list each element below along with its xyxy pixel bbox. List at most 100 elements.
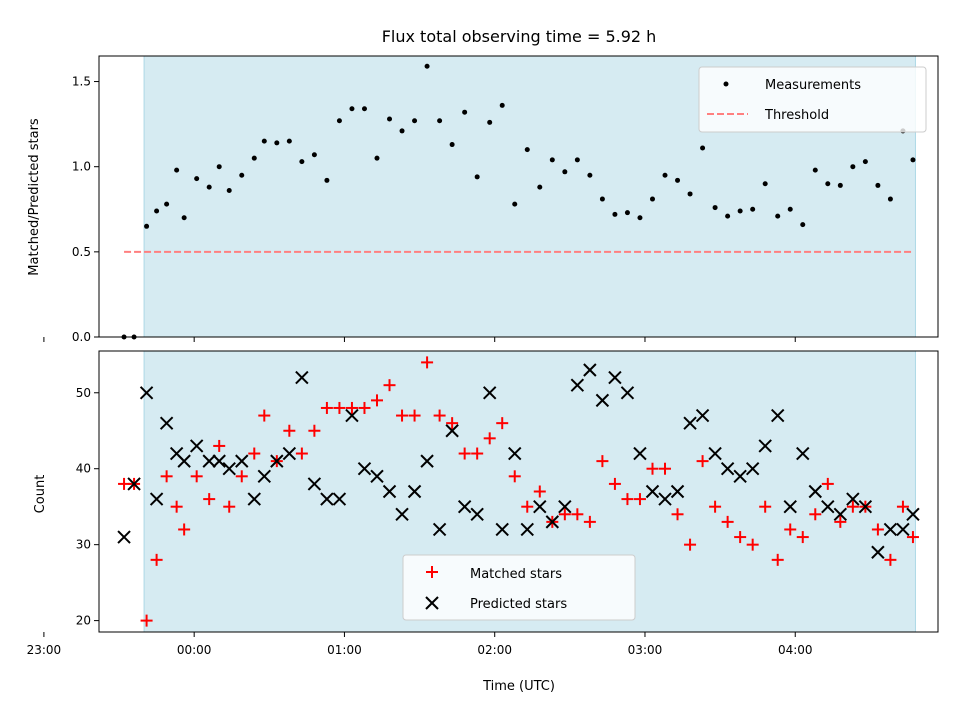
top-legend-box <box>698 66 927 133</box>
y-tick-label: 50 <box>76 386 91 400</box>
measurement-point <box>725 213 731 219</box>
top-ticks: 0.0 0.5 1.0 1.5 <box>43 75 796 344</box>
measurement-point <box>875 182 881 188</box>
matched-star-point <box>496 417 509 430</box>
matched-star-point <box>258 409 271 422</box>
bottom-marks <box>117 356 920 627</box>
matched-star-point <box>345 401 358 414</box>
predicted-star-point <box>332 492 347 506</box>
measurement-point <box>311 152 317 158</box>
predicted-star-point <box>159 416 174 430</box>
predicted-star-point <box>645 484 660 499</box>
predicted-star-point <box>282 446 297 461</box>
predicted-star-point <box>595 393 610 408</box>
bottom-legend-box <box>402 554 636 621</box>
predicted-star-point <box>457 499 472 514</box>
measurement-point <box>712 205 718 211</box>
matched-star-point <box>884 553 897 566</box>
measurement-point <box>649 196 655 202</box>
predicted-star-point <box>420 454 434 468</box>
matched-star-point <box>421 356 434 369</box>
matched-star-point <box>646 462 659 475</box>
predicted-star-point <box>149 492 164 506</box>
measurement-point <box>462 109 468 115</box>
measurement-point <box>524 147 530 153</box>
top-panel: 0.0 0.5 1.0 1.5 Matched/Predicted stars Mea… <box>27 55 939 344</box>
top-plot-frame <box>98 55 939 338</box>
predicted-star-point <box>808 484 822 499</box>
matched-star-point <box>203 493 216 506</box>
measurement-point <box>261 138 267 144</box>
y-tick-label: 20 <box>76 614 91 628</box>
matched-star-point <box>571 508 584 521</box>
predicted-star-point <box>520 522 534 537</box>
matched-star-point <box>358 401 371 414</box>
measurement-point <box>537 184 543 190</box>
matched-star-point <box>170 500 183 513</box>
measurement-point <box>910 157 916 163</box>
predicted-star-point <box>445 424 459 438</box>
predicted-star-point <box>432 522 447 537</box>
measurement-point <box>637 215 643 221</box>
predicted-star-point <box>202 454 216 468</box>
measurement-point <box>737 208 743 214</box>
measurement-point <box>424 63 430 69</box>
predicted-star-point <box>270 454 284 468</box>
x-tick-label: 03:00 <box>628 643 663 657</box>
matched-star-point <box>508 470 521 483</box>
measurement-point <box>399 128 405 134</box>
bottom-panel: 20 30 40 50 23:00 00:00 01:00 02:00 03:00 04:00 C… <box>27 350 939 694</box>
measurement-point <box>216 164 222 170</box>
predicted-star-point <box>177 454 191 468</box>
matched-star-point <box>759 500 772 513</box>
matched-star-point <box>471 447 484 460</box>
x-tick-label: 00:00 <box>177 643 212 657</box>
measurement-point <box>762 181 768 187</box>
measurement-point <box>181 215 187 221</box>
measurement-point <box>164 201 170 207</box>
legend-predicted-marker <box>425 596 439 610</box>
measurement-point <box>437 118 443 124</box>
measurement-point <box>599 196 605 202</box>
matched-star-point <box>621 493 634 506</box>
matched-star-point <box>483 432 496 445</box>
measurement-point <box>324 177 330 183</box>
matched-star-point <box>721 515 734 528</box>
predicted-star-point <box>758 439 772 453</box>
predicted-star-point <box>295 370 309 385</box>
matched-star-point <box>796 531 809 544</box>
predicted-star-point <box>212 454 226 468</box>
measurement-point <box>512 201 518 207</box>
measurement-point <box>549 157 555 163</box>
matched-star-point <box>633 493 646 506</box>
measurement-point <box>837 182 843 188</box>
predicted-star-point <box>222 462 236 476</box>
predicted-star-point <box>796 446 810 461</box>
matched-star-point <box>846 500 859 513</box>
legend-matched-marker <box>426 566 438 578</box>
x-axis-label: Time (UTC) <box>482 679 555 694</box>
x-tick-label: 01:00 <box>327 643 362 657</box>
predicted-star-point <box>720 462 735 476</box>
predicted-star-point <box>670 484 685 499</box>
measurement-point <box>887 196 893 202</box>
top-marks <box>121 63 916 340</box>
predicted-star-point <box>833 507 848 521</box>
predicted-star-point <box>695 408 710 423</box>
measurement-point <box>562 169 568 175</box>
predicted-star-point <box>608 370 622 385</box>
predicted-star-point <box>858 499 873 514</box>
predicted-star-point <box>307 477 322 491</box>
predicted-star-point <box>470 507 484 521</box>
predicted-star-point <box>633 446 647 461</box>
matched-star-point <box>746 538 759 551</box>
predicted-star-point <box>708 446 722 461</box>
predicted-star-point <box>745 462 760 476</box>
matched-star-point <box>709 500 722 513</box>
matched-star-point <box>383 379 396 392</box>
measurement-point <box>825 181 831 187</box>
predicted-star-point <box>127 477 141 491</box>
matched-star-point <box>223 500 236 513</box>
matched-star-point <box>734 531 747 544</box>
